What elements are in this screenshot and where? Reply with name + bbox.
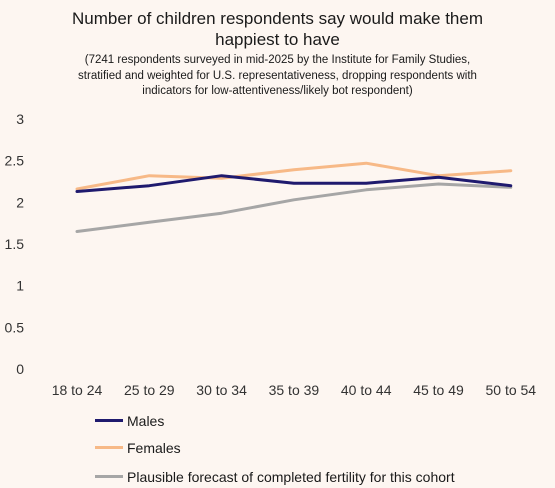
series-line-males bbox=[75, 174, 513, 193]
y-tick-label: 2 bbox=[16, 194, 24, 210]
legend-swatch-females bbox=[95, 445, 123, 449]
x-tick-label: 45 to 49 bbox=[413, 382, 464, 398]
chart-subtitle-line-2: stratified and weighted for U.S. represe… bbox=[78, 69, 477, 82]
x-tick-label: 40 to 44 bbox=[341, 382, 392, 398]
x-axis: 18 to 24 25 to 29 30 to 34 35 to 39 40 to 44… bbox=[52, 382, 537, 398]
chart-title-line-1: Number of children respondents say would… bbox=[71, 9, 484, 28]
x-tick-label: 35 to 39 bbox=[269, 382, 320, 398]
y-tick-label: 3 bbox=[16, 111, 24, 127]
legend-item-males: Males bbox=[95, 410, 164, 432]
y-tick-label: 1 bbox=[16, 278, 24, 294]
x-tick-label: 25 to 29 bbox=[124, 382, 175, 398]
y-tick-label: 2.5 bbox=[5, 153, 25, 169]
series-lines bbox=[75, 161, 513, 233]
legend-item-forecast: Plausible forecast of completed fertilit… bbox=[95, 466, 455, 488]
legend-swatch-males bbox=[95, 418, 123, 422]
legend-label-males: Males bbox=[127, 413, 165, 429]
x-tick-label: 18 to 24 bbox=[52, 382, 103, 398]
legend-label-females: Females bbox=[127, 440, 181, 456]
y-axis: 0 0.5 1 1.5 2 2.5 3 bbox=[5, 111, 25, 377]
chart-title: Number of children respondents say would… bbox=[0, 8, 555, 50]
legend-swatch-forecast bbox=[95, 474, 123, 478]
chart-title-line-2: happiest to have bbox=[215, 30, 340, 49]
y-tick-label: 0.5 bbox=[5, 319, 25, 335]
chart-subtitle-line-3: indicators for low-attentiveness/likely … bbox=[142, 85, 413, 97]
series-line-forecast bbox=[75, 182, 513, 233]
y-tick-label: 1.5 bbox=[5, 236, 25, 252]
legend-item-females: Females bbox=[95, 437, 181, 459]
series-line-females bbox=[75, 161, 513, 191]
chart-subtitle: (7241 respondents surveyed in mid-2025 b… bbox=[20, 53, 535, 100]
legend-label-forecast: Plausible forecast of completed fertilit… bbox=[127, 469, 455, 485]
x-tick-label: 30 to 34 bbox=[196, 382, 247, 398]
x-tick-label: 50 to 54 bbox=[485, 382, 536, 398]
chart-subtitle-line-1: (7241 respondents surveyed in mid-2025 b… bbox=[84, 54, 471, 66]
y-tick-label: 0 bbox=[16, 361, 24, 377]
